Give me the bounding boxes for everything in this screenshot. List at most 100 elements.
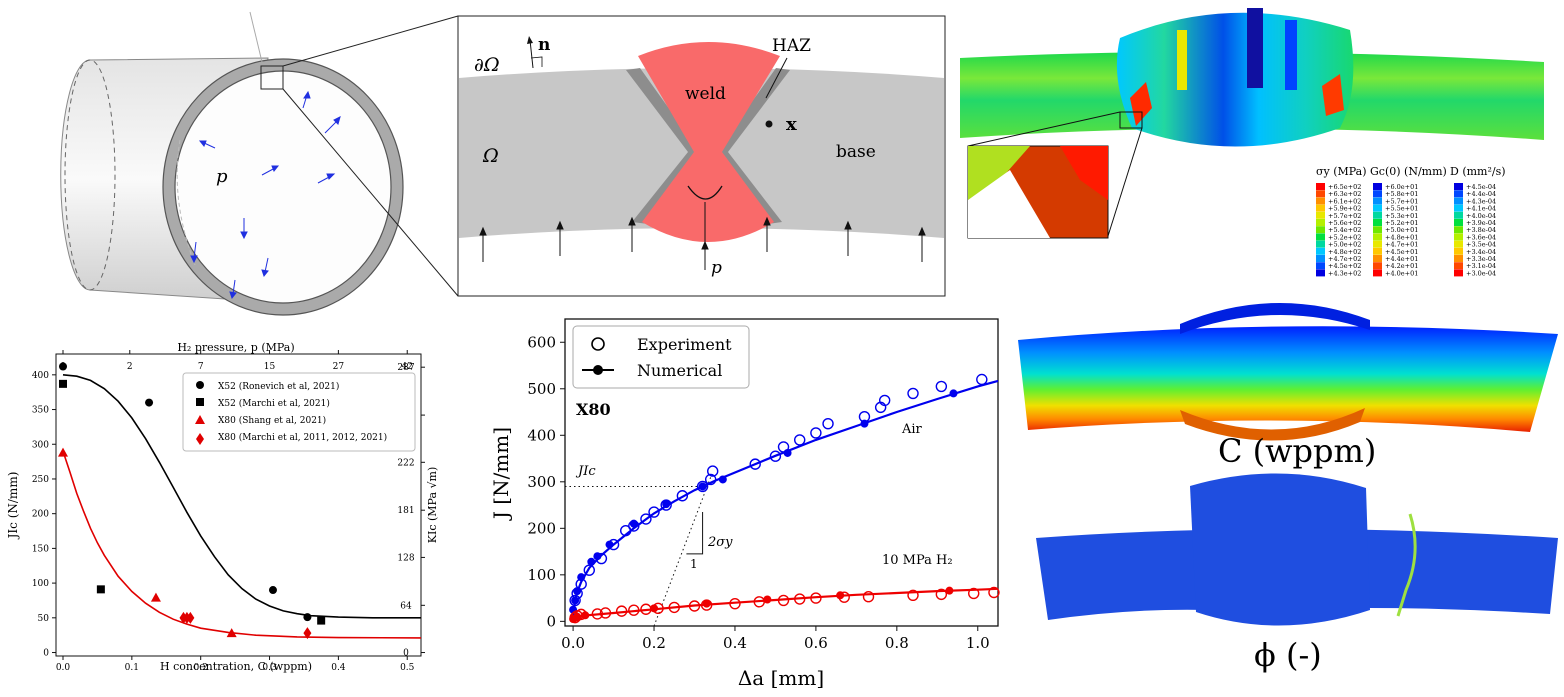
- legend-value: +6.1e+02: [1328, 197, 1361, 205]
- fe-property-map: σy (MPa) +6.5e+02+6.3e+02+6.1e+02+5.9e+0…: [960, 8, 1544, 277]
- chart2-xlabel: Δa [mm]: [738, 666, 824, 690]
- chart1-legend: X52 (Ronevich et al, 2021) X52 (Marchi e…: [182, 372, 416, 452]
- experiment-point: [707, 465, 719, 477]
- point-label: x: [786, 114, 797, 135]
- legend-value: +4.0e-04: [1466, 212, 1496, 220]
- numerical-point: [702, 599, 711, 608]
- data-point-triangle: [226, 628, 237, 638]
- legend-value: +4.2e+01: [1385, 262, 1418, 270]
- legend-value: +5.0e+02: [1328, 241, 1361, 249]
- y-tick-label: 500: [527, 380, 556, 398]
- h2-label: 10 MPa H₂: [882, 553, 953, 568]
- legend-swatch: [1373, 226, 1382, 234]
- legend-value: +4.3e-04: [1466, 197, 1496, 205]
- legend-value: +4.8e+02: [1328, 248, 1361, 256]
- experiment-point: [599, 607, 612, 619]
- legend-swatch: [1454, 183, 1463, 190]
- chart1-top-xlabel: H₂ pressure, p (MPa): [177, 341, 294, 354]
- numerical-point: [629, 519, 638, 528]
- numerical-point: [763, 595, 772, 604]
- legend-value: +3.3e-04: [1466, 255, 1496, 263]
- y-tick-label: 250: [32, 475, 49, 485]
- right-tick-label: 0: [403, 649, 409, 659]
- legend-swatch: [1454, 247, 1463, 255]
- boundary-arrows: [479, 216, 926, 270]
- legend-value: +4.5e+02: [1328, 262, 1361, 270]
- top-tick-label: 2: [127, 362, 133, 372]
- phase-label: ϕ (-): [1254, 636, 1322, 674]
- legend-swatch: [1454, 233, 1463, 241]
- experiment-point: [935, 588, 948, 601]
- experiment-point: [935, 380, 948, 393]
- chart1-frame: [55, 353, 422, 657]
- experiment-point: [769, 450, 782, 462]
- x-tick-label: 0.5: [400, 663, 415, 673]
- experiment-point: [676, 490, 689, 502]
- legend-value: +4.4e+01: [1385, 255, 1418, 263]
- legend-swatch: [1316, 219, 1325, 226]
- experiment-point: [810, 592, 822, 604]
- legend-swatch: [1373, 262, 1382, 270]
- top-tick-label: 42: [402, 362, 413, 372]
- haz-left: [626, 68, 700, 224]
- right-tick-label: 64: [400, 601, 412, 611]
- legend-value: +3.5e-04: [1466, 241, 1496, 249]
- data-point-triangle: [58, 447, 68, 457]
- legend-value: +5.0e+01: [1385, 226, 1418, 234]
- svg-text:Experiment: Experiment: [637, 335, 732, 354]
- svg-text:X80 (Shang et al, 2021): X80 (Shang et al, 2021): [218, 415, 326, 426]
- svg-text:σy (MPa): σy (MPa): [1316, 165, 1367, 178]
- experiment-point: [794, 593, 806, 605]
- legend-value: +4.0e+01: [1385, 269, 1418, 277]
- experiment-point: [968, 587, 980, 600]
- legend-swatch: [1454, 219, 1463, 226]
- legend-swatch: [1316, 269, 1325, 277]
- experiment-point: [822, 417, 834, 430]
- experiment-point: [862, 590, 875, 603]
- weld-zone: [638, 42, 780, 242]
- legend-value: +5.7e+02: [1328, 212, 1361, 220]
- legend-value: +5.9e+02: [1328, 205, 1361, 213]
- jic-vs-concentration-chart: H₂ pressure, p (MPa) H concentration, C …: [6, 341, 439, 673]
- experiment-point: [878, 394, 891, 407]
- legend-value: +4.8e+01: [1385, 233, 1418, 241]
- data-point-square: [59, 379, 67, 388]
- schematic-pressure-label: p: [711, 258, 722, 278]
- experiment-point: [976, 373, 988, 386]
- fit-curve-0: [62, 374, 421, 619]
- fe-weld-zone: [1116, 12, 1354, 147]
- experiment-point: [648, 506, 660, 518]
- base-label: base: [836, 142, 876, 162]
- legend-swatch: [1454, 204, 1463, 212]
- hydrogen-contour: [1018, 326, 1558, 432]
- legend-swatch: [1373, 183, 1382, 190]
- legend-value: +5.6e+02: [1328, 219, 1361, 227]
- data-point-circle: [59, 362, 67, 371]
- legend-value: +5.8e+01: [1385, 190, 1418, 198]
- right-tick-label: 128: [397, 553, 414, 563]
- weld-label: weld: [685, 84, 726, 104]
- y-tick-label: 200: [32, 510, 49, 520]
- legend-swatch: [1373, 255, 1382, 262]
- legend-swatch: [1316, 190, 1325, 198]
- svg-text:X52 (Marchi et al, 2021): X52 (Marchi et al, 2021): [218, 398, 330, 409]
- right-tick-label: 181: [397, 506, 414, 516]
- legend-swatch: [1316, 233, 1325, 241]
- experiment-point: [660, 499, 672, 511]
- numerical-point: [593, 552, 602, 561]
- slope-label: 2σy: [707, 535, 733, 550]
- legend-swatch: [1373, 240, 1382, 248]
- legend-swatch: [1316, 240, 1325, 248]
- legend-swatch: [1373, 233, 1382, 241]
- numerical-point: [836, 591, 845, 600]
- numerical-point: [605, 540, 614, 549]
- numerical-point: [571, 596, 580, 605]
- legend-value: +3.9e-04: [1466, 219, 1496, 227]
- legend-d: D (mm²/s) +4.5e-04+4.4e-04+4.3e-04+4.1e-…: [1450, 165, 1506, 277]
- numerical-point: [945, 586, 954, 595]
- data-point-square: [96, 585, 105, 594]
- legend-value: +5.2e+01: [1385, 219, 1418, 227]
- data-point-triangle: [150, 592, 161, 602]
- experiment-point: [668, 601, 680, 614]
- domain-label: Ω: [482, 145, 499, 167]
